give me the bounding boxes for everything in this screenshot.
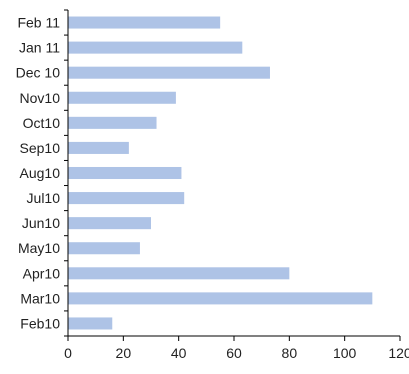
x-tick-label: 40 bbox=[171, 345, 187, 361]
category-label: Apr10 bbox=[23, 265, 61, 281]
x-tick-label: 20 bbox=[116, 345, 132, 361]
x-tick-label: 60 bbox=[226, 345, 242, 361]
bar bbox=[68, 166, 182, 180]
bar bbox=[68, 116, 157, 129]
category-label: Sep10 bbox=[20, 140, 61, 156]
category-label: Nov10 bbox=[20, 90, 61, 106]
x-tick-label: 80 bbox=[282, 345, 298, 361]
bar bbox=[68, 192, 185, 205]
bar bbox=[68, 16, 221, 29]
bar bbox=[68, 292, 373, 305]
bar bbox=[68, 41, 243, 54]
x-tick-label: 0 bbox=[64, 345, 72, 361]
category-label: Jun10 bbox=[22, 215, 60, 231]
category-label: May10 bbox=[18, 240, 60, 256]
bar bbox=[68, 267, 290, 280]
bar bbox=[68, 91, 176, 104]
x-tick-label: 100 bbox=[333, 345, 357, 361]
x-axis-ticks: 0 20 40 60 80 100 120 bbox=[64, 9, 409, 361]
category-label: Oct10 bbox=[23, 115, 61, 131]
category-label: Mar10 bbox=[20, 290, 60, 306]
category-label: Feb10 bbox=[20, 315, 60, 331]
category-labels: Feb 11 Jan 11 Dec 10 Nov10 Oct10 Sep10 Aug10 Ju… bbox=[16, 15, 61, 332]
bar bbox=[68, 217, 151, 230]
category-label: Aug10 bbox=[20, 165, 61, 181]
bar bbox=[68, 317, 113, 330]
bar bbox=[68, 66, 270, 79]
bars-group bbox=[68, 16, 373, 330]
category-label: Jan 11 bbox=[19, 40, 60, 56]
x-tick-label: 120 bbox=[388, 345, 409, 361]
bar bbox=[68, 242, 140, 255]
category-label: Jul10 bbox=[27, 190, 61, 206]
category-label: Feb 11 bbox=[17, 15, 60, 31]
category-label: Dec 10 bbox=[16, 65, 61, 81]
bar bbox=[68, 141, 129, 154]
